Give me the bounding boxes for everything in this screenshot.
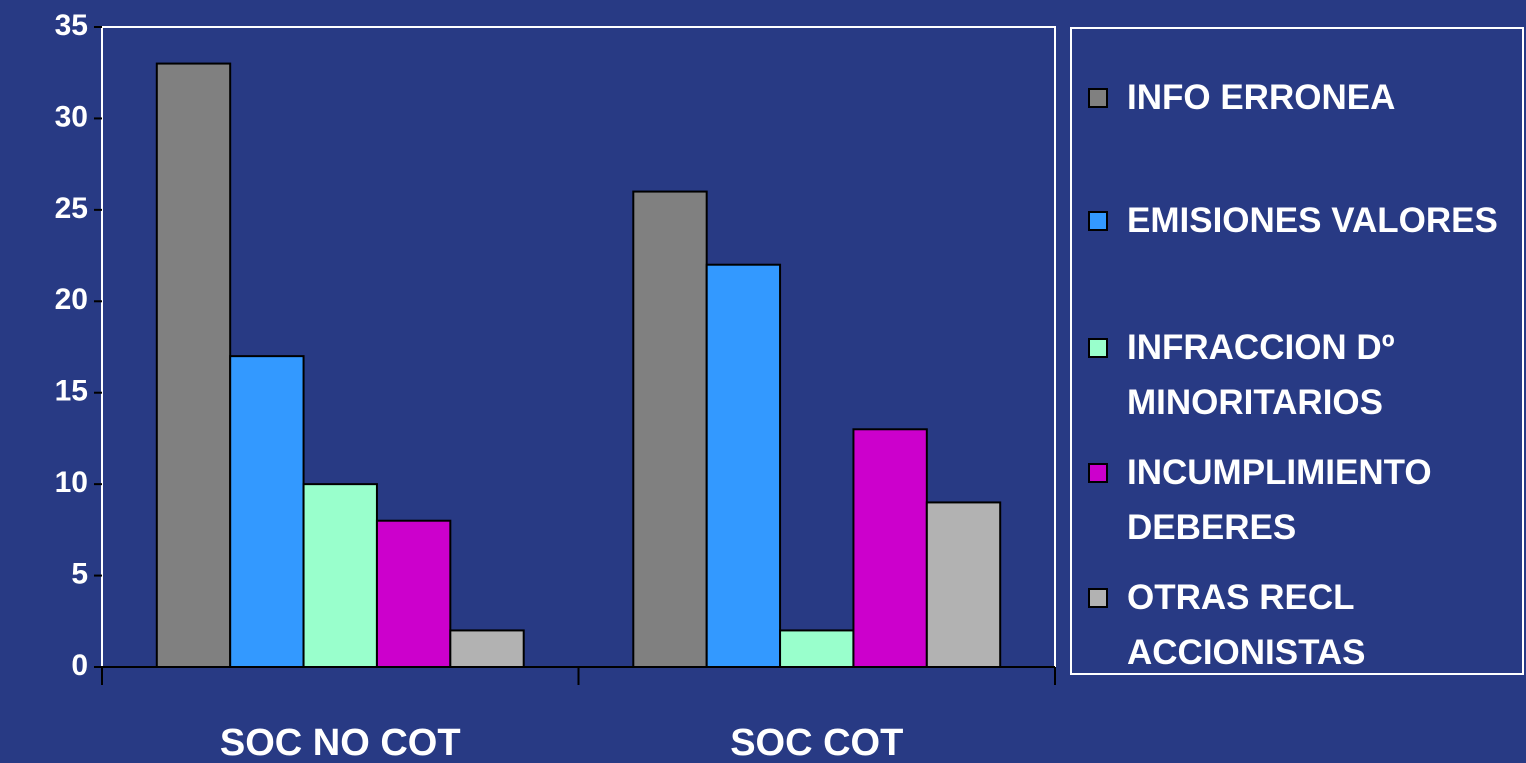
legend-swatch xyxy=(1088,211,1108,231)
y-tick-label: 15 xyxy=(55,375,88,408)
bar xyxy=(302,483,378,668)
bar xyxy=(155,62,232,669)
y-tick-label: 10 xyxy=(55,466,88,499)
legend-label: INFRACCION Dº MINORITARIOS xyxy=(1127,328,1395,422)
bar xyxy=(705,263,782,668)
bar xyxy=(229,355,305,668)
y-tick-label: 20 xyxy=(55,283,88,316)
legend-label: OTRAS RECL ACCIONISTAS xyxy=(1127,578,1366,672)
legend-swatch xyxy=(1088,338,1108,358)
x-tick-label: SOC NO COT xyxy=(220,722,461,763)
y-tick-label: 30 xyxy=(55,100,88,133)
legend-swatch xyxy=(1088,588,1108,608)
legend-swatch xyxy=(1088,88,1108,108)
bar xyxy=(375,519,452,669)
bar xyxy=(852,428,928,668)
x-tick-label: SOC COT xyxy=(730,722,903,763)
y-tick-label: 25 xyxy=(55,192,88,225)
legend-label: EMISIONES VALORES xyxy=(1127,201,1498,240)
y-tick-label: 0 xyxy=(71,649,88,682)
bar xyxy=(779,629,855,669)
bar xyxy=(632,190,708,668)
legend-swatch xyxy=(1088,463,1108,483)
bar xyxy=(449,629,525,669)
bar xyxy=(925,501,1002,668)
legend: INFO ERRONEA EMISIONES VALORES INFRACCION … xyxy=(1070,27,1524,675)
y-tick-label: 35 xyxy=(55,9,88,42)
legend-label: INFO ERRONEA xyxy=(1127,78,1396,117)
legend-label: INCUMPLIMIENTO DEBERES xyxy=(1127,453,1432,547)
y-tick-label: 5 xyxy=(71,557,88,590)
